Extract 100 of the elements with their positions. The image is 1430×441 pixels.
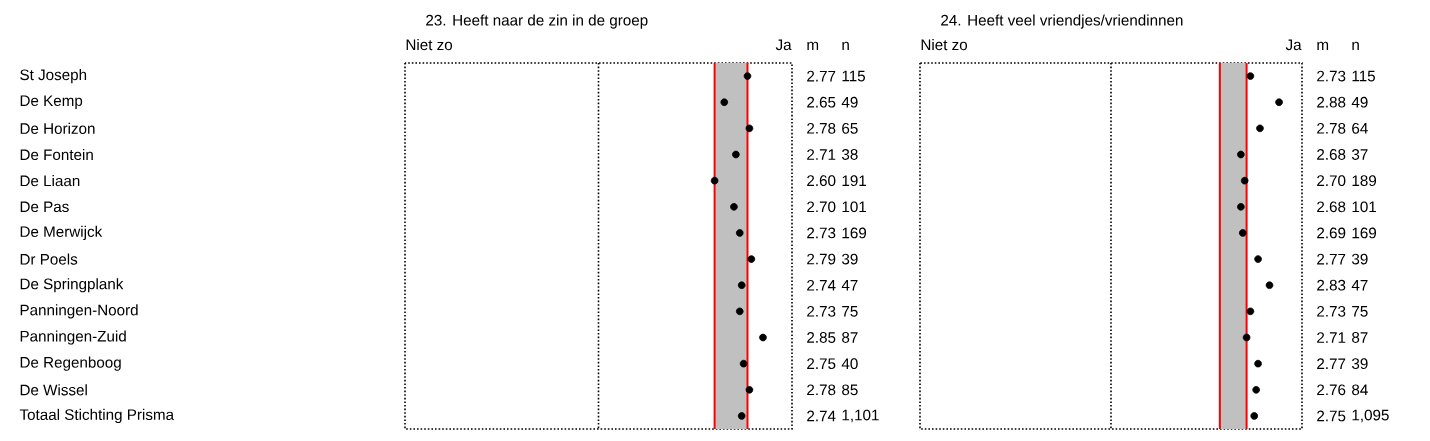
data-label: 2.60 [807,175,836,187]
data-label: 2.73 [807,227,836,239]
data-label: 2.68 [1317,149,1346,160]
text: 64 [1352,122,1368,134]
point [759,333,767,342]
data-label: 2.88 [1317,96,1346,108]
text: 49 [841,96,858,108]
data-label: 2.73 [1317,70,1346,82]
text: 75 [1352,306,1368,317]
y-tick-label: St Joseph [20,69,87,84]
text: 191 [842,175,867,187]
point [739,359,748,368]
text: Niet zo [406,39,453,51]
text: 75 [842,306,858,317]
y-tick-label: De Kemp [20,95,83,110]
text: n [842,41,849,51]
point [1240,176,1249,185]
y-tick-label: Dr Poels [20,253,78,265]
data-label: 2.78 [1317,122,1346,134]
point [743,72,752,80]
point [735,307,744,316]
text: 40 [841,358,858,370]
data-label: 2.85 [807,332,836,343]
point [720,98,729,107]
text: 101 [1352,201,1376,213]
data-label: 2.74 [807,279,836,291]
text: 37 [1351,149,1368,160]
text: 39 [1351,358,1368,370]
text: 49 [1351,96,1368,108]
point [1254,255,1262,263]
y-tick-label: De Pas [20,201,69,213]
text: 189 [1352,175,1377,187]
text: 169 [1352,227,1377,239]
point [737,412,746,420]
text: 65 [842,122,858,134]
point [745,385,754,394]
data-label: 2.75 [807,358,836,370]
text: Niet zo [921,39,968,51]
text: 39 [1351,253,1368,265]
text: n [1352,41,1359,51]
data-label: 2.73 [1317,305,1346,317]
text: m [807,41,819,51]
text: 85 [842,384,858,396]
text: 38 [841,149,858,160]
point [745,124,754,133]
y-tick-label: De Regenboog [20,356,121,371]
data-label: 2.77 [807,70,836,82]
y-tick-label: De Merwijck [20,225,103,241]
data-label: 2.70 [1317,175,1346,187]
point [1237,203,1245,211]
data-label: 2.65 [807,96,836,108]
point [735,229,744,237]
point [747,255,756,263]
data-label: 2.70 [807,201,836,213]
data-label: 2.71 [1317,332,1346,343]
data-label: 2.75 [1317,410,1346,422]
text: m [1317,41,1329,51]
text: 47 [841,279,858,291]
point [730,203,738,211]
point [1237,150,1245,159]
point [1246,72,1255,80]
point [1252,385,1260,394]
point [1250,412,1259,420]
text: 84 [1352,384,1368,396]
data-label: 2.74 [807,410,836,422]
y-tick-label: Panningen-Noord [20,304,138,319]
data-label: 2.76 [1317,384,1346,396]
y-tick-label: De Fontein [20,148,93,161]
text: 115 [1352,70,1375,82]
y-tick-label: De Horizon [20,122,95,134]
point [710,176,719,185]
data-label: 2.69 [1317,227,1346,239]
y-tick-label: De Wissel [20,384,87,396]
point [1242,333,1251,342]
data-label: 2.71 [807,149,836,160]
text: Ja [775,39,792,51]
point [1256,124,1264,133]
text: 39 [841,253,858,265]
data-label: 2.77 [1317,253,1346,265]
text: Ja [1285,39,1302,51]
point [1265,281,1274,290]
point [1246,307,1255,316]
text: 1,095 [1352,409,1389,423]
chart-title: 24. Heeft veel vriendjes/vriendinnen [941,14,1183,29]
point [737,281,746,290]
y-tick-label: De Liaan [20,175,80,187]
y-tick-label: De Springplank [20,278,124,293]
chart-title: 23. Heeft naar de zin in de groep [426,14,648,29]
text: 87 [1352,332,1368,343]
point [732,150,740,159]
data-label: 2.73 [807,305,836,317]
text: 101 [842,201,867,213]
data-label: 2.68 [1317,201,1346,213]
text: 115 [842,70,865,82]
point [1275,98,1283,107]
text: 1,101 [842,409,879,423]
y-tick-label: Totaal Stichting Prisma [19,408,175,424]
data-label: 2.78 [807,122,836,134]
data-label: 2.77 [1317,358,1346,369]
point [1238,229,1247,237]
